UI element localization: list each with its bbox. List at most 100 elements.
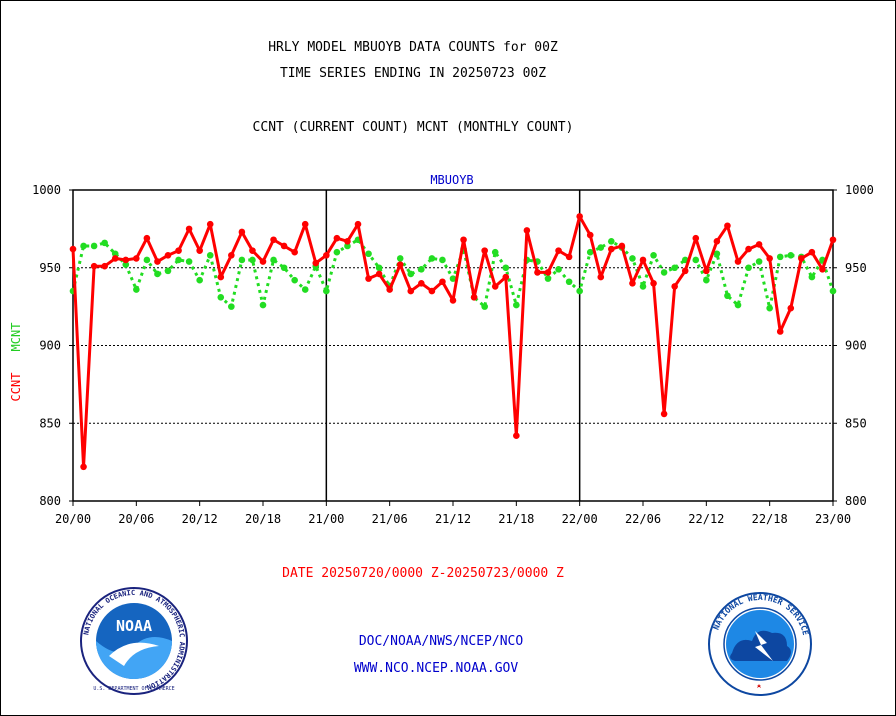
- x-tick-label: 20/12: [182, 512, 218, 526]
- data-point-ccnt: [819, 266, 826, 273]
- data-point-mcnt: [238, 256, 246, 264]
- data-point-ccnt: [122, 256, 130, 264]
- data-point-mcnt: [270, 256, 277, 264]
- data-point-ccnt: [776, 328, 784, 335]
- data-point-ccnt: [660, 410, 668, 418]
- data-point-ccnt: [766, 255, 773, 262]
- data-point-ccnt: [143, 234, 151, 242]
- data-point-mcnt: [365, 250, 372, 258]
- x-tick-label: 21/00: [308, 512, 344, 526]
- data-point-ccnt: [133, 255, 140, 262]
- data-point-mcnt: [660, 269, 668, 276]
- data-point-mcnt: [291, 276, 298, 284]
- data-point-ccnt: [829, 236, 837, 244]
- x-tick-label: 21/06: [372, 512, 408, 526]
- data-point-ccnt: [608, 245, 615, 253]
- data-point-mcnt: [418, 266, 425, 273]
- data-point-ccnt: [375, 270, 383, 278]
- data-point-ccnt: [333, 234, 341, 242]
- y-tick-label-left: 900: [39, 339, 61, 353]
- x-tick-label: 22/18: [752, 512, 788, 526]
- data-point-mcnt: [576, 287, 583, 295]
- y-tick-label-right: 850: [845, 416, 867, 430]
- data-point-ccnt: [565, 253, 573, 261]
- data-point-mcnt: [143, 256, 151, 264]
- data-point-ccnt: [671, 283, 678, 290]
- data-point-mcnt: [122, 261, 130, 268]
- data-point-mcnt: [829, 287, 837, 295]
- chart-title-line2: TIME SERIES ENDING IN 20250723 00Z: [279, 66, 547, 81]
- x-tick-label: 22/00: [562, 512, 598, 526]
- data-point-mcnt: [217, 293, 225, 301]
- data-point-ccnt: [249, 247, 256, 254]
- data-point-ccnt: [418, 280, 425, 287]
- data-point-ccnt: [386, 286, 393, 293]
- org-line: DOC/NOAA/NWS/NCEP/NCO: [358, 634, 524, 649]
- x-tick-label: 22/12: [688, 512, 724, 526]
- noaa-bottom-text: U.S. DEPARTMENT OF COMMERCE: [93, 686, 174, 692]
- data-point-ccnt: [534, 269, 541, 276]
- data-point-ccnt: [80, 463, 87, 471]
- data-point-ccnt: [291, 248, 298, 256]
- data-point-mcnt: [776, 253, 784, 261]
- data-point-mcnt: [755, 258, 763, 265]
- data-point-mcnt: [692, 256, 700, 264]
- data-point-mcnt: [80, 242, 87, 250]
- data-point-ccnt: [523, 227, 531, 234]
- data-point-mcnt: [586, 248, 594, 256]
- x-tick-label: 20/18: [245, 512, 281, 526]
- data-point-mcnt: [407, 270, 415, 278]
- data-point-mcnt: [608, 238, 615, 245]
- data-point-ccnt: [259, 258, 267, 265]
- data-point-mcnt: [396, 255, 404, 262]
- data-point-ccnt: [217, 273, 225, 281]
- data-point-ccnt: [713, 238, 721, 245]
- x-tick-label: 21/12: [435, 512, 471, 526]
- data-point-mcnt: [164, 267, 172, 275]
- data-point-ccnt: [703, 267, 710, 275]
- data-point-ccnt: [787, 304, 795, 312]
- data-point-ccnt: [270, 236, 277, 244]
- data-point-ccnt: [798, 255, 805, 262]
- data-point-mcnt: [280, 264, 288, 272]
- y-tick-label-right: 950: [845, 261, 867, 275]
- data-point-mcnt: [629, 255, 636, 262]
- nws-logo: NATIONAL WEATHER SERVICE: [708, 592, 812, 696]
- data-point-mcnt: [206, 252, 214, 259]
- data-point-ccnt: [238, 228, 246, 236]
- chart-subtitle: CCNT (CURRENT COUNT) MCNT (MONTHLY COUNT…: [252, 120, 574, 135]
- data-point-mcnt: [333, 248, 341, 256]
- data-point-mcnt: [745, 264, 752, 272]
- data-point-ccnt: [69, 245, 77, 253]
- data-point-mcnt: [185, 258, 193, 265]
- data-point-ccnt: [555, 247, 562, 254]
- data-point-ccnt: [439, 278, 446, 286]
- data-point-ccnt: [597, 273, 605, 281]
- data-point-ccnt: [196, 247, 203, 254]
- data-point-mcnt: [228, 303, 235, 310]
- data-point-mcnt: [713, 250, 721, 258]
- noaa-logo: NATIONAL OCEANIC AND ATMOSPHERIC ADMINIS…: [80, 587, 188, 695]
- data-point-mcnt: [375, 264, 383, 272]
- data-point-ccnt: [354, 220, 362, 228]
- data-point-ccnt: [164, 252, 172, 259]
- website-link[interactable]: WWW.NCO.NCEP.NOAA.GOV: [353, 661, 519, 676]
- y-tick-label-left: 1000: [32, 183, 61, 197]
- y-tick-label-left: 850: [39, 416, 61, 430]
- y-axis-label-mcnt: MCNT: [9, 323, 23, 352]
- data-point-ccnt: [481, 247, 488, 254]
- data-point-mcnt: [555, 266, 562, 273]
- data-point-mcnt: [544, 275, 552, 282]
- data-point-mcnt: [111, 250, 119, 258]
- data-point-ccnt: [755, 241, 763, 248]
- x-tick-label: 20/06: [118, 512, 154, 526]
- data-point-ccnt: [428, 287, 436, 295]
- x-tick-label: 23/00: [815, 512, 851, 526]
- data-point-mcnt: [344, 242, 351, 250]
- data-point-mcnt: [787, 252, 795, 259]
- data-point-ccnt: [470, 293, 478, 301]
- data-point-mcnt: [439, 256, 446, 264]
- data-point-ccnt: [576, 213, 583, 220]
- data-point-ccnt: [586, 231, 594, 239]
- data-point-ccnt: [745, 245, 752, 253]
